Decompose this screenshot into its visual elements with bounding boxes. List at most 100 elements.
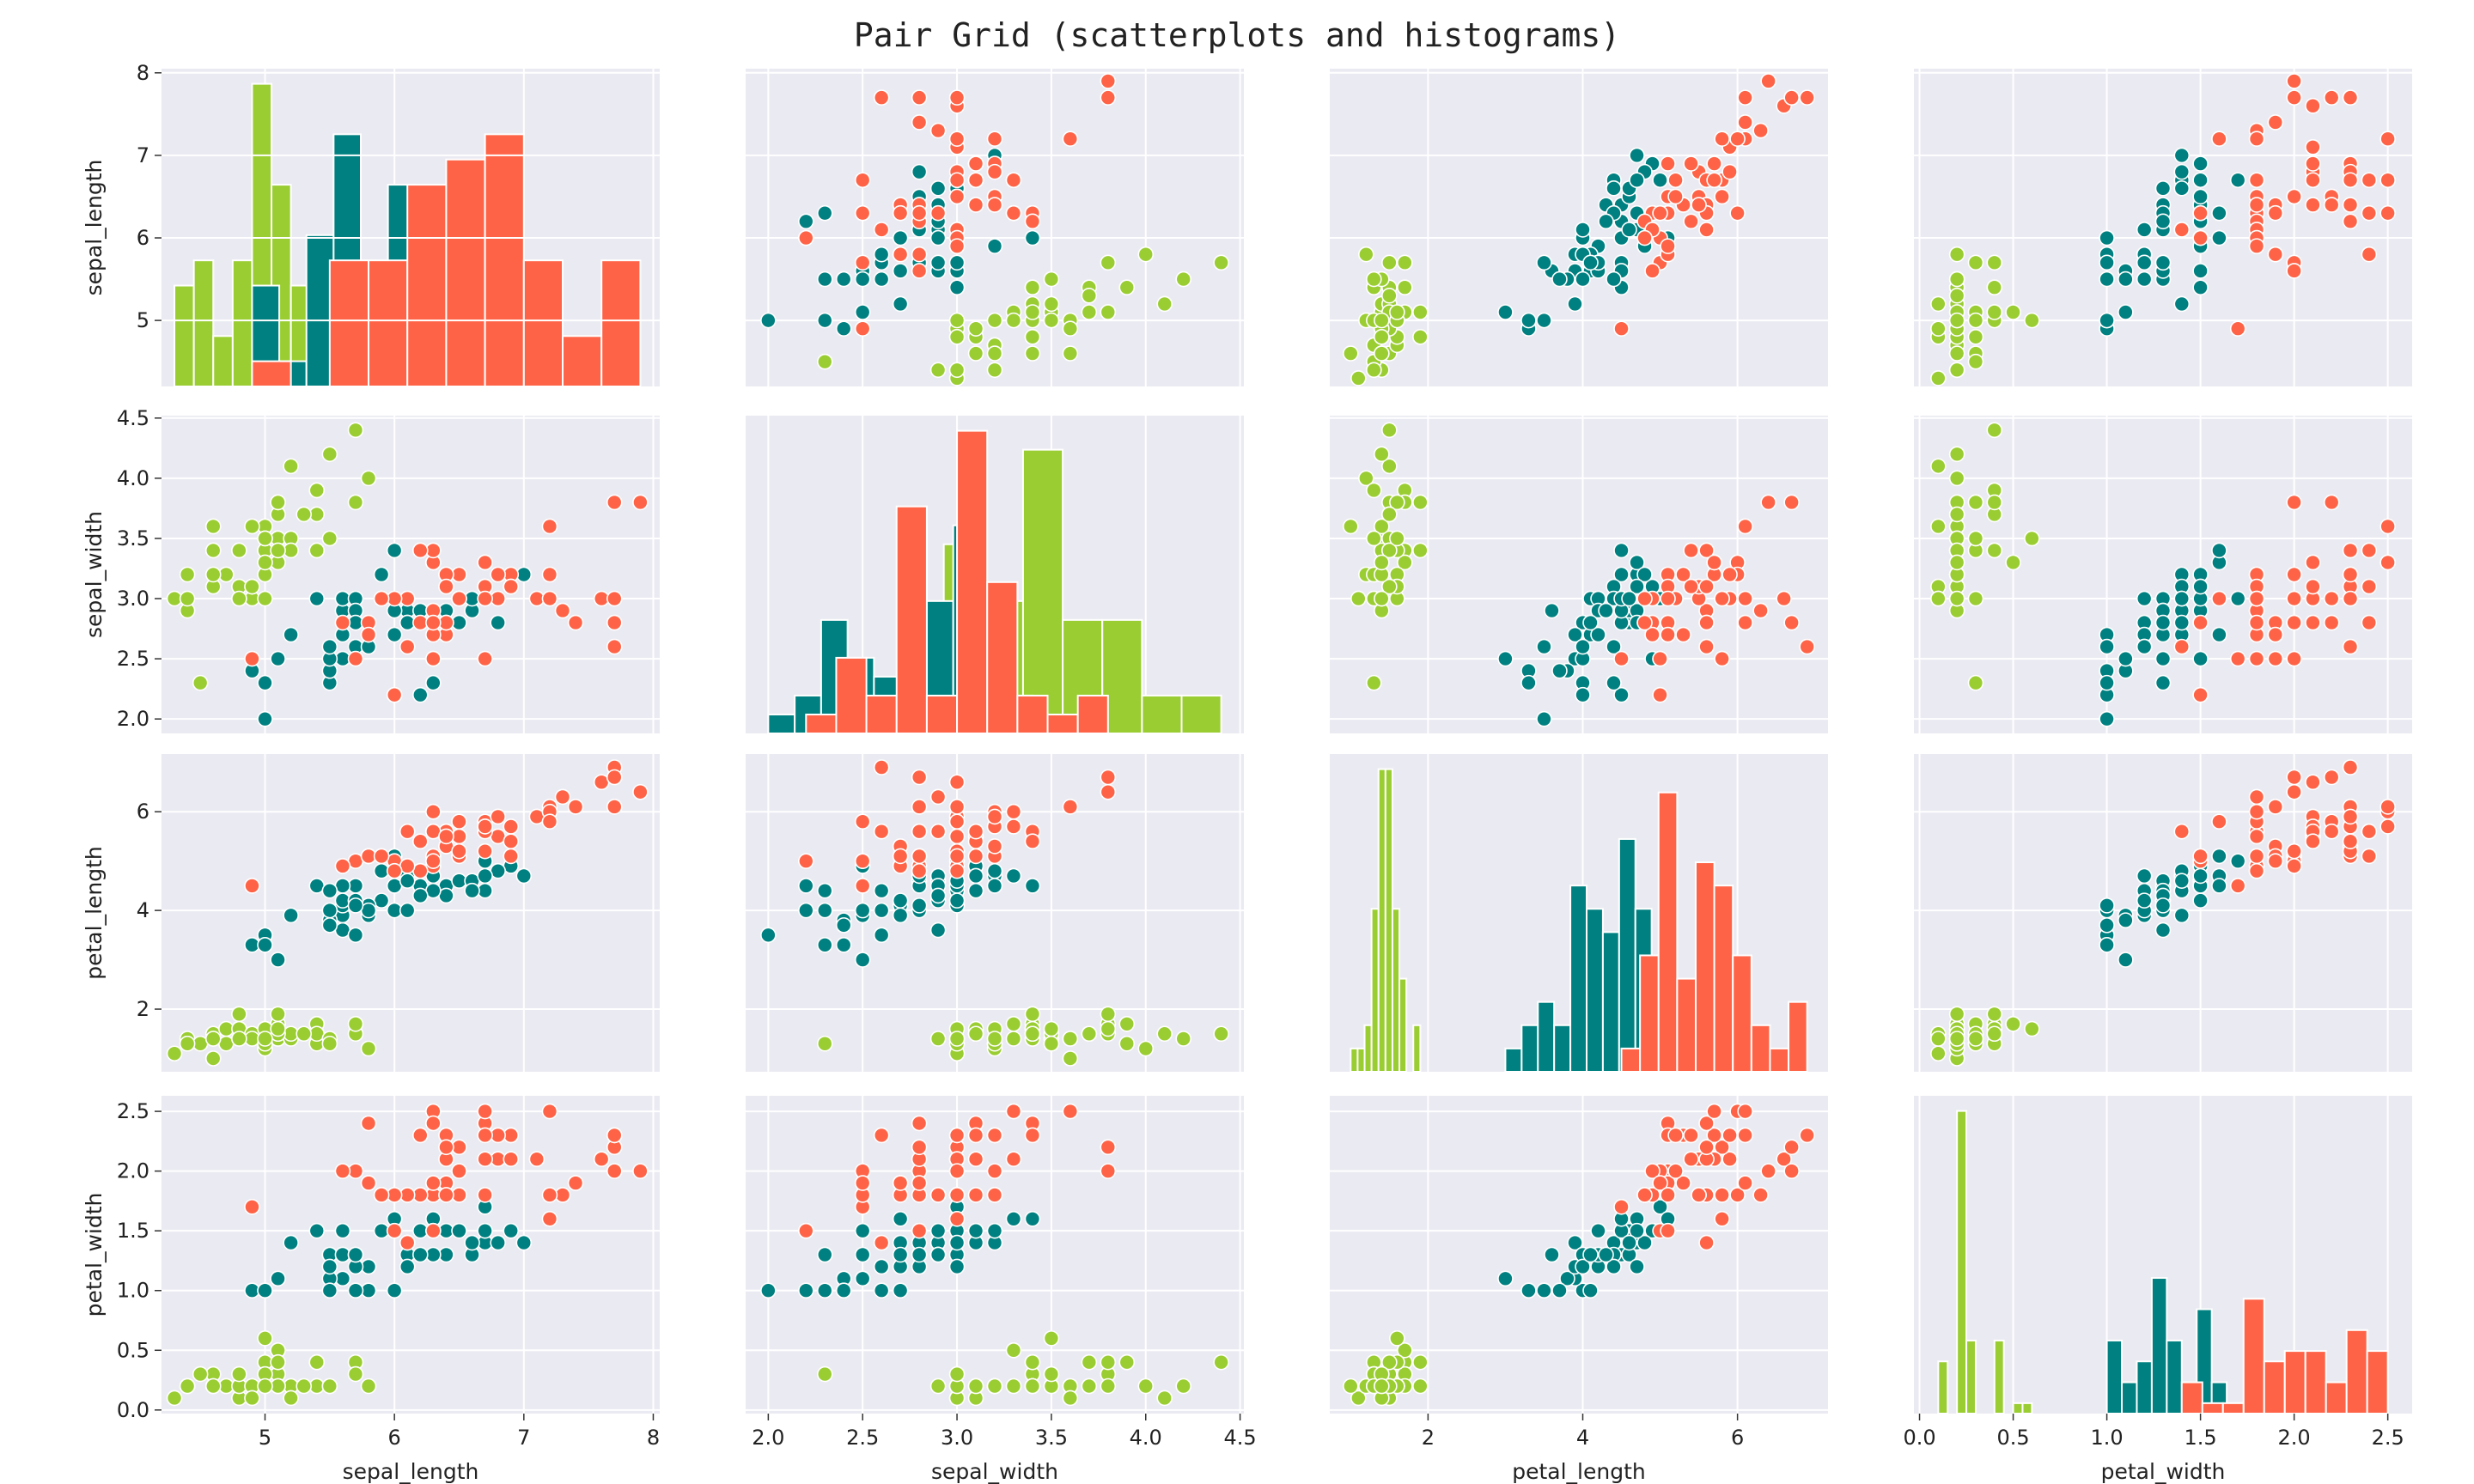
scatter-point-virginica [554, 788, 571, 806]
hist-bar-setosa [192, 259, 215, 387]
scatter-point-versicolor [816, 312, 833, 329]
y-tick-label: 8 [137, 61, 149, 85]
hist-bar-versicolor [1586, 908, 1604, 1073]
scatter-point-setosa [296, 1378, 313, 1395]
scatter-point-setosa [1412, 304, 1429, 320]
scatter-point-virginica [1752, 122, 1769, 139]
hist-bar-versicolor [1618, 837, 1636, 1073]
scatter-point-setosa [1062, 1390, 1079, 1407]
hist-bar-virginica [368, 259, 409, 387]
scatter-point-versicolor [854, 1246, 871, 1263]
scatter-point-versicolor [2136, 638, 2153, 655]
scatter-point-virginica [1024, 1127, 1041, 1144]
scatter-point-setosa [1343, 345, 1359, 362]
scatter-point-virginica [967, 172, 984, 189]
scatter-point-versicolor [2118, 304, 2134, 320]
y-tick-label: 3.0 [117, 587, 149, 611]
scatter-point-setosa [967, 1378, 984, 1395]
x-tick-label: 0.5 [1996, 1426, 2029, 1450]
scatter-point-versicolor [283, 626, 299, 643]
x-axis-label-petal_width: petal_width [2101, 1459, 2226, 1484]
scatter-point-setosa [1930, 320, 1947, 338]
hist-bar-virginica [2221, 1402, 2245, 1414]
scatter-point-versicolor [760, 927, 777, 944]
scatter-point-setosa [986, 345, 1003, 362]
scatter-point-setosa [1412, 1378, 1429, 1395]
scatter-point-virginica [1698, 578, 1715, 595]
scatter-point-virginica [373, 590, 390, 607]
scatter-point-versicolor [1582, 1246, 1599, 1263]
scatter-point-setosa [1043, 1330, 1060, 1347]
scatter-point-virginica [2286, 494, 2302, 511]
panel-petal_length-vs-sepal_width [746, 754, 1244, 1072]
scatter-point-virginica [911, 1175, 928, 1191]
scatter-point-virginica [948, 1210, 966, 1227]
scatter-point-setosa [1948, 287, 1965, 304]
scatter-point-virginica [425, 853, 442, 869]
scatter-point-virginica [1737, 614, 1753, 631]
y-axis-label-sepal_width: sepal_width [82, 511, 107, 638]
scatter-point-setosa [231, 1031, 247, 1047]
scatter-point-virginica [2267, 204, 2284, 222]
scatter-point-virginica [911, 114, 928, 131]
scatter-point-setosa [1389, 494, 1405, 511]
scatter-point-setosa [1986, 304, 2003, 320]
scatter-point-virginica [2286, 566, 2302, 583]
scatter-point-versicolor [2229, 172, 2246, 189]
scatter-point-virginica [2342, 590, 2359, 607]
scatter-point-virginica [2173, 222, 2191, 238]
scatter-point-virginica [854, 254, 871, 271]
scatter-point-versicolor [515, 867, 533, 885]
scatter-point-virginica [1698, 222, 1715, 238]
scatter-point-setosa [1986, 1025, 2003, 1043]
scatter-point-versicolor [2192, 650, 2209, 667]
scatter-point-virginica [567, 799, 584, 815]
scatter-point-versicolor [911, 1246, 928, 1263]
hist-bar-virginica [1788, 1000, 1808, 1073]
scatter-point-virginica [1714, 1210, 1730, 1227]
scatter-point-setosa [244, 1390, 260, 1407]
scatter-point-virginica [1714, 131, 1730, 147]
scatter-point-versicolor [2136, 892, 2153, 909]
scatter-point-virginica [1683, 1127, 1699, 1144]
scatter-point-setosa [321, 530, 338, 547]
scatter-point-setosa [308, 482, 326, 499]
scatter-point-setosa [1100, 1020, 1117, 1037]
y-tick-label: 6 [137, 226, 149, 250]
x-tick-label: 6 [388, 1426, 401, 1450]
scatter-point-virginica [541, 566, 558, 583]
scatter-point-versicolor [854, 304, 871, 320]
scatter-point-virginica [2323, 614, 2340, 631]
hist-bar-virginica [1694, 861, 1715, 1073]
scatter-point-versicolor [321, 902, 338, 919]
scatter-point-virginica [854, 813, 871, 830]
scatter-point-virginica [1660, 1187, 1676, 1203]
scatter-point-virginica [1729, 131, 1746, 147]
scatter-point-virginica [360, 1115, 377, 1132]
scatter-point-versicolor [1005, 867, 1022, 885]
scatter-point-virginica [567, 614, 584, 631]
scatter-point-virginica [892, 1175, 909, 1191]
scatter-point-versicolor [2211, 878, 2227, 894]
scatter-point-setosa [1081, 304, 1098, 320]
scatter-point-virginica [1799, 638, 1815, 655]
scatter-point-versicolor [2118, 271, 2134, 288]
scatter-point-versicolor [816, 1282, 833, 1299]
y-tick-label: 5 [137, 308, 149, 332]
x-tick-label: 2.5 [2372, 1426, 2404, 1450]
scatter-point-versicolor [2099, 674, 2115, 691]
scatter-point-virginica [425, 1115, 442, 1132]
hist-bar-virginica [1046, 713, 1079, 735]
scatter-point-setosa [929, 1378, 947, 1395]
scatter-point-setosa [270, 1020, 286, 1037]
scatter-point-virginica [1652, 650, 1668, 667]
scatter-point-versicolor [2173, 590, 2191, 607]
scatter-point-virginica [2323, 494, 2340, 511]
scatter-point-versicolor [2173, 163, 2191, 180]
scatter-point-versicolor [1559, 1270, 1575, 1287]
scatter-point-virginica [1721, 566, 1738, 583]
scatter-point-versicolor [1497, 1270, 1514, 1287]
scatter-point-versicolor [1575, 686, 1591, 703]
scatter-point-versicolor [986, 878, 1003, 894]
scatter-point-versicolor [2099, 917, 2115, 934]
